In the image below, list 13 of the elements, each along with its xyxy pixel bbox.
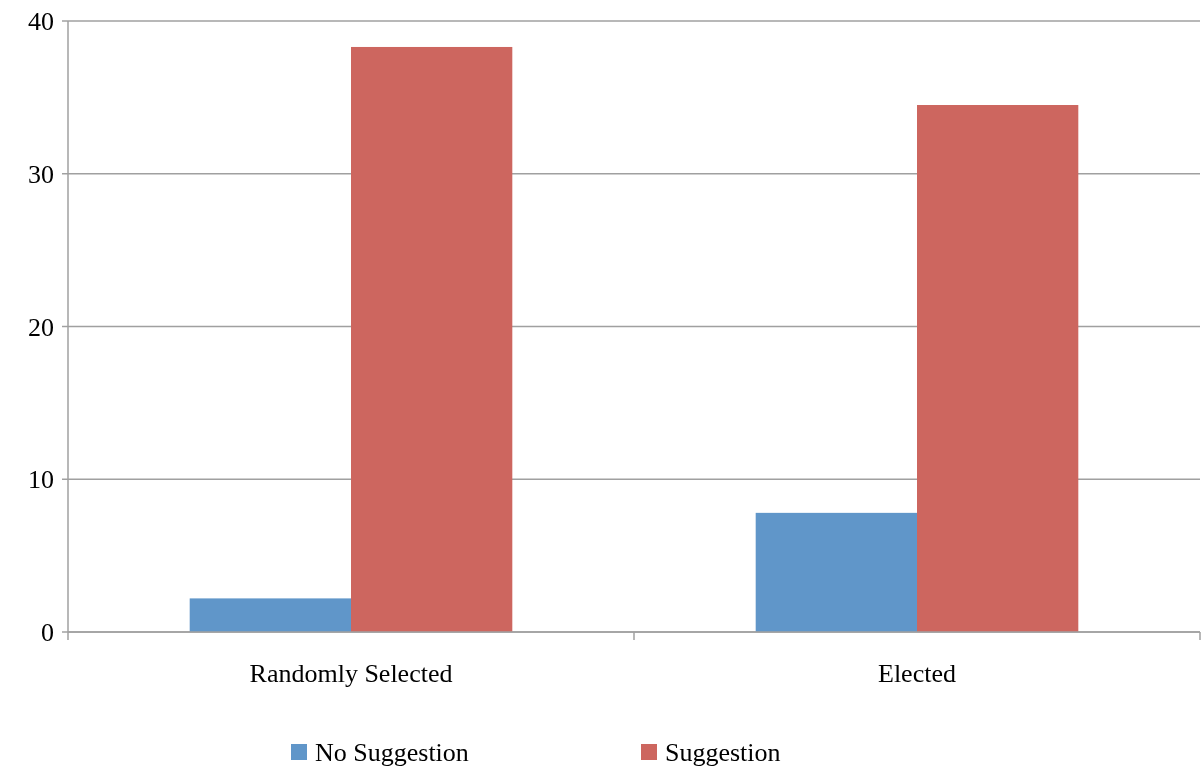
x-tick-label: Randomly Selected (249, 659, 453, 688)
y-tick-label: 0 (41, 618, 54, 648)
legend-label: No Suggestion (315, 738, 469, 768)
bar (189, 598, 351, 632)
y-tick-label: 10 (28, 465, 54, 495)
y-tick-label: 30 (28, 159, 54, 189)
y-tick-label: 20 (28, 312, 54, 342)
bar (917, 105, 1079, 632)
y-tick-label: 40 (28, 7, 54, 37)
legend-label: Suggestion (665, 738, 781, 768)
bar (351, 46, 513, 632)
bar (755, 512, 917, 632)
x-tick-label: Elected (878, 659, 956, 688)
